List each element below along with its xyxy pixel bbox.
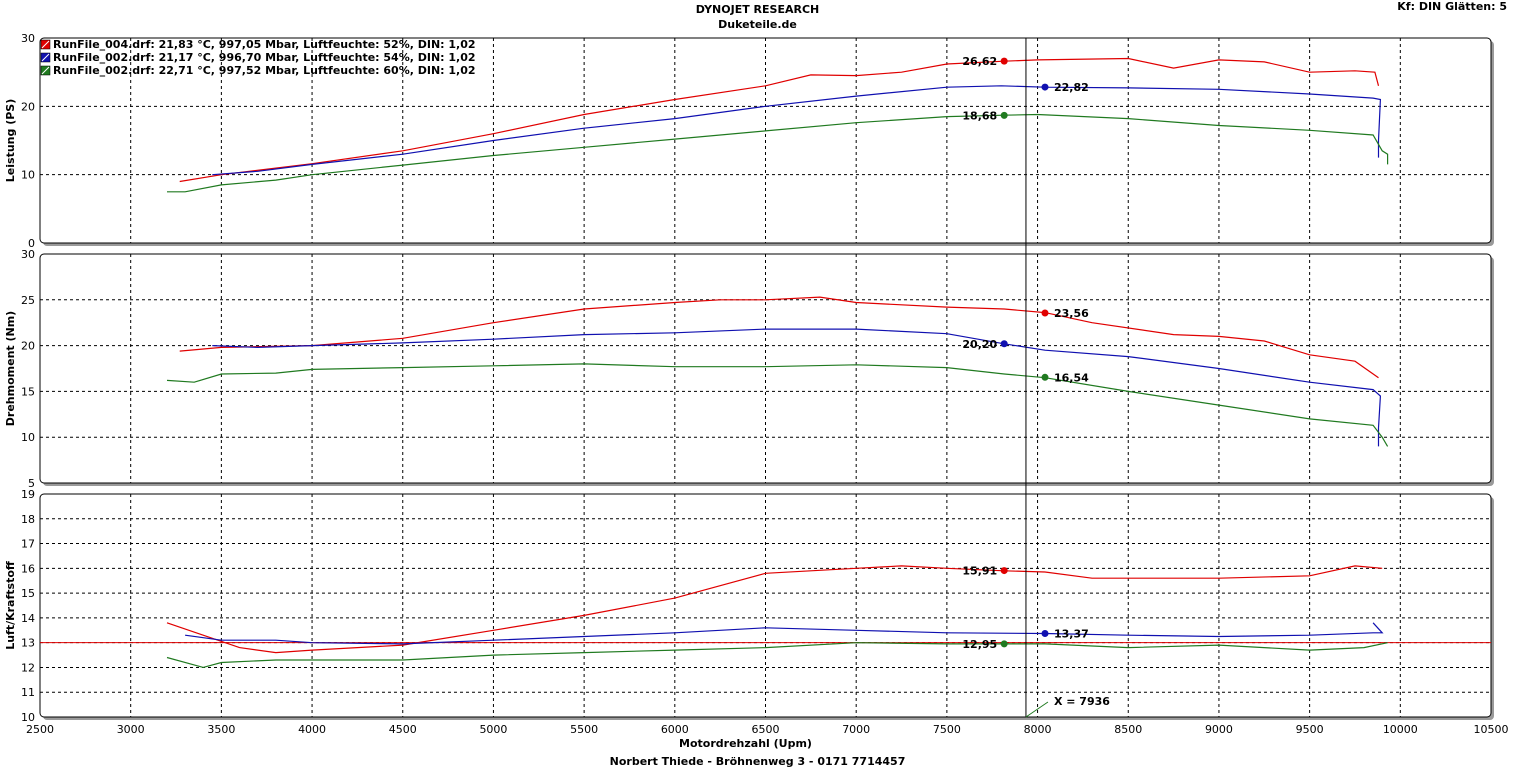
x-tick-label: 4500 xyxy=(389,723,417,736)
series-line xyxy=(166,363,1389,447)
value-marker xyxy=(1041,309,1049,317)
chart-title: DYNOJET RESEARCH xyxy=(695,3,820,16)
value-marker xyxy=(1000,567,1008,575)
marker-value-label: 26,62 xyxy=(962,55,997,68)
x-tick-label: 6000 xyxy=(661,723,689,736)
x-tick-label: 10500 xyxy=(1474,723,1509,736)
value-marker xyxy=(1000,640,1008,648)
legend-label: RunFile_004.drf: 21,83 °C, 997,05 Mbar, … xyxy=(53,38,476,51)
y-tick-label: 17 xyxy=(21,538,35,551)
y-tick-label: 5 xyxy=(28,477,35,490)
value-marker xyxy=(1000,111,1008,119)
series-line xyxy=(166,565,1383,654)
x-tick-label: 9500 xyxy=(1296,723,1324,736)
y-tick-label: 0 xyxy=(28,237,35,250)
value-marker xyxy=(1041,83,1049,91)
y-tick-label: 13 xyxy=(21,637,35,650)
panel-frame xyxy=(39,493,1492,718)
footer-label: Norbert Thiede - Bröhnenweg 3 - 0171 771… xyxy=(609,755,906,768)
series-line xyxy=(212,85,1382,176)
legend-label: RunFile_002.drf: 22,71 °C, 997,52 Mbar, … xyxy=(53,64,476,77)
x-tick-label: 3000 xyxy=(117,723,145,736)
series-line xyxy=(166,642,1388,669)
value-marker xyxy=(1041,373,1049,381)
legend-swatch-check xyxy=(41,66,50,75)
y-tick-label: 15 xyxy=(21,385,35,398)
y-axis-label: Leistung (PS) xyxy=(4,99,17,182)
value-marker xyxy=(1041,629,1049,637)
y-tick-label: 10 xyxy=(21,431,35,444)
y-tick-label: 30 xyxy=(21,32,35,45)
marker-value-label: 18,68 xyxy=(962,109,997,122)
marker-value-label: 20,20 xyxy=(962,338,997,351)
settings-label: Kf: DIN Glätten: 5 xyxy=(1397,0,1507,13)
y-tick-label: 14 xyxy=(21,612,35,625)
legend-swatch-check xyxy=(41,40,50,49)
marker-value-label: 23,56 xyxy=(1054,307,1089,320)
y-tick-label: 11 xyxy=(21,686,35,699)
x-tick-label: 9000 xyxy=(1205,723,1233,736)
value-marker xyxy=(1000,57,1008,65)
x-tick-label: 3500 xyxy=(207,723,235,736)
x-tick-label: 4000 xyxy=(298,723,326,736)
series-line xyxy=(167,113,1389,193)
y-tick-label: 10 xyxy=(21,169,35,182)
y-axis-label: Drehmoment (Nm) xyxy=(4,311,17,426)
y-tick-label: 12 xyxy=(21,661,35,674)
x-tick-label: 5000 xyxy=(479,723,507,736)
x-tick-label: 2500 xyxy=(26,723,54,736)
marker-value-label: 13,37 xyxy=(1054,627,1089,640)
y-tick-label: 15 xyxy=(21,587,35,600)
y-tick-label: 18 xyxy=(21,513,35,526)
legend-swatch-check xyxy=(41,53,50,62)
x-tick-label: 6500 xyxy=(752,723,780,736)
x-tick-label: 10000 xyxy=(1383,723,1418,736)
marker-value-label: 15,91 xyxy=(962,565,997,578)
marker-value-label: 12,95 xyxy=(962,638,997,651)
y-tick-label: 25 xyxy=(21,294,35,307)
x-tick-label: 7500 xyxy=(933,723,961,736)
y-tick-label: 10 xyxy=(21,711,35,724)
value-marker xyxy=(1000,340,1008,348)
cursor-pointer xyxy=(1025,701,1049,718)
series-line xyxy=(212,328,1382,447)
y-tick-label: 30 xyxy=(21,248,35,261)
y-tick-label: 16 xyxy=(21,562,35,575)
marker-value-label: 16,54 xyxy=(1054,371,1089,384)
series-line xyxy=(179,296,1379,379)
x-tick-label: 8500 xyxy=(1114,723,1142,736)
marker-value-label: 22,82 xyxy=(1054,81,1089,94)
x-tick-label: 8000 xyxy=(1024,723,1052,736)
x-axis-label: Motordrehzahl (Upm) xyxy=(679,737,812,750)
x-tick-label: 5500 xyxy=(570,723,598,736)
series-line xyxy=(185,622,1384,645)
legend-label: RunFile_002.drf: 21,17 °C, 996,70 Mbar, … xyxy=(53,51,476,64)
cursor-readout: X = 7936 xyxy=(1054,695,1110,708)
y-tick-label: 20 xyxy=(21,340,35,353)
series-line xyxy=(179,57,1380,183)
y-tick-label: 19 xyxy=(21,488,35,501)
y-axis-label: Luft/Kraftstoff xyxy=(4,561,17,650)
x-tick-label: 7000 xyxy=(842,723,870,736)
y-tick-label: 20 xyxy=(21,100,35,113)
chart-subtitle: Duketeile.de xyxy=(718,18,797,31)
